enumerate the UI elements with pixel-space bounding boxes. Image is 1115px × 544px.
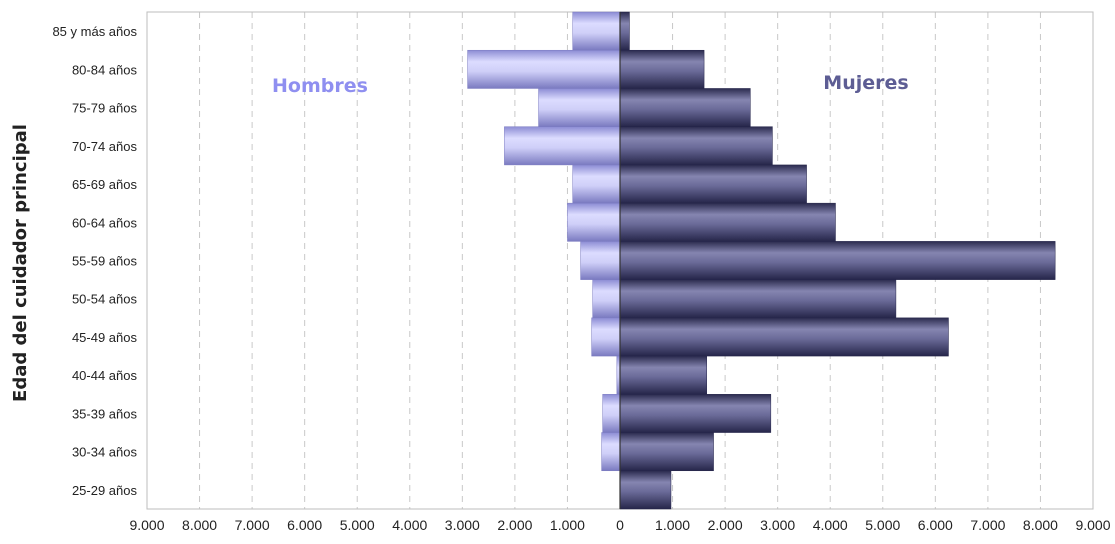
y-category-label: 25-29 años — [72, 483, 138, 498]
bar-hombres — [504, 126, 621, 166]
y-category-label: 70-74 años — [72, 139, 138, 154]
x-tick-label: 2.000 — [497, 517, 532, 533]
y-category-label: 55-59 años — [72, 254, 138, 269]
y-category-label: 85 y más años — [52, 24, 137, 39]
bar-hombres — [580, 241, 621, 280]
bar-hombres — [602, 394, 621, 433]
bar-hombres — [572, 164, 621, 204]
bar-hombres — [592, 279, 621, 319]
y-category-label: 40-44 años — [72, 368, 138, 383]
bar-hombres — [567, 202, 621, 242]
x-tick-label: 0 — [616, 517, 624, 533]
bar-mujeres — [619, 202, 836, 242]
x-tick-label: 1.000 — [550, 517, 585, 533]
x-tick-label: 3.000 — [445, 517, 480, 533]
x-tick-label: 7.000 — [970, 517, 1005, 533]
x-tick-label: 1.000 — [655, 517, 690, 533]
x-tick-label: 8.000 — [182, 517, 217, 533]
bar-hombres — [601, 432, 621, 472]
axes: 9.000 8.000 7.000 6.000 5.000 4.000 3.000 2.000… — [52, 12, 1111, 533]
x-tick-label: 4.000 — [813, 517, 848, 533]
bar-mujeres — [619, 470, 672, 510]
bar-mujeres — [619, 355, 707, 395]
y-category-label: 60-64 años — [72, 215, 138, 230]
bar-hombres — [591, 317, 621, 357]
y-category-label: 35-39 años — [72, 406, 138, 421]
bar-hombres — [467, 49, 621, 89]
bars — [467, 11, 1056, 510]
x-tick-label: 5.000 — [340, 517, 375, 533]
x-tick-label: 6.000 — [287, 517, 322, 533]
bar-hombres — [538, 88, 621, 127]
y-category-label: 65-69 años — [72, 177, 138, 192]
y-category-label: 80-84 años — [72, 62, 138, 77]
bar-hombres — [572, 11, 621, 51]
x-tick-label: 4.000 — [392, 517, 427, 533]
x-tick-label: 8.000 — [1023, 517, 1058, 533]
series-label-hombres: Hombres — [272, 75, 368, 97]
x-tick-label: 3.000 — [760, 517, 795, 533]
x-tick-label: 9.000 — [1075, 517, 1110, 533]
bar-mujeres — [619, 432, 714, 472]
y-category-label: 50-54 años — [72, 292, 138, 307]
y-category-label: 45-49 años — [72, 330, 138, 345]
bar-mujeres — [619, 279, 897, 319]
bar-mujeres — [619, 88, 751, 127]
bar-mujeres — [619, 241, 1056, 280]
bar-mujeres — [619, 317, 949, 357]
y-axis-title: Edad del cuidador principal — [10, 124, 31, 402]
bar-mujeres — [619, 394, 772, 433]
bar-mujeres — [619, 49, 705, 89]
x-tick-label: 5.000 — [865, 517, 900, 533]
y-category-label: 30-34 años — [72, 445, 138, 460]
y-category-label: 75-79 años — [72, 101, 138, 116]
series-label-mujeres: Mujeres — [823, 72, 908, 94]
bar-mujeres — [619, 11, 630, 51]
bar-mujeres — [619, 164, 807, 204]
bar-mujeres — [619, 126, 773, 166]
x-tick-label: 2.000 — [708, 517, 743, 533]
x-tick-label: 6.000 — [918, 517, 953, 533]
x-tick-label: 9.000 — [129, 517, 164, 533]
x-tick-label: 7.000 — [235, 517, 270, 533]
